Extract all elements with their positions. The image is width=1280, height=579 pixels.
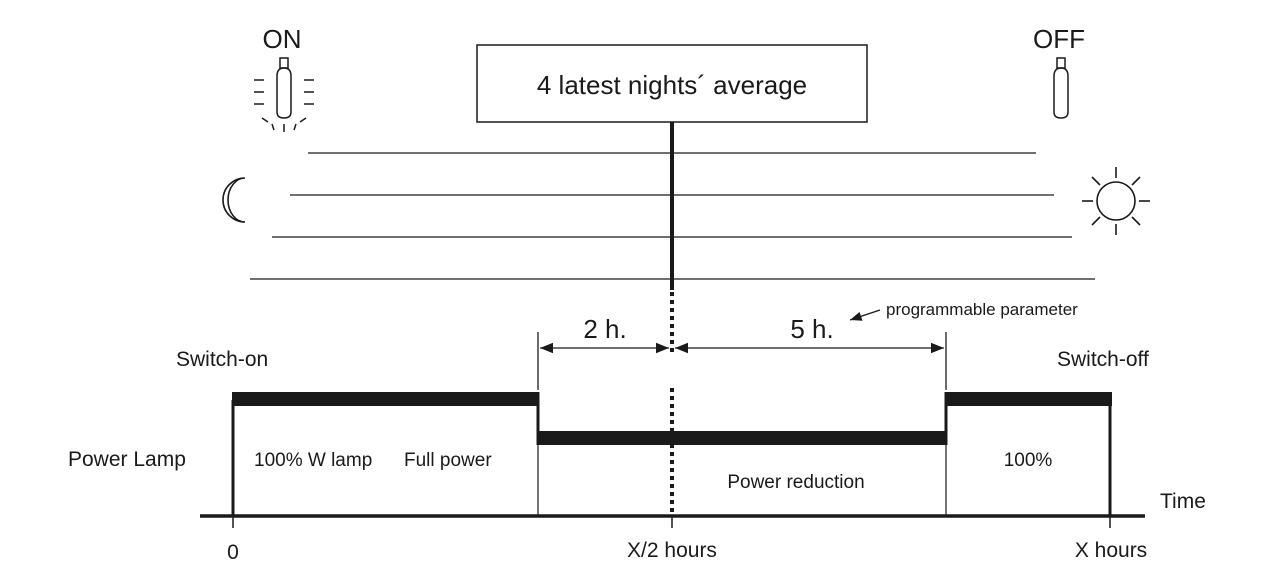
interval-before-mid-label: 2 h. (583, 314, 626, 344)
power-bar-reduced (538, 431, 946, 445)
lamp-on-label: ON (263, 24, 302, 54)
title-box-text: 4 latest nights´ average (537, 70, 807, 100)
sun-icon (1082, 167, 1150, 235)
time-axis-label: Time (1160, 490, 1206, 513)
first-segment-percent: 100% W lamp (254, 450, 372, 471)
unlit-bulb-icon (1054, 58, 1068, 118)
power-reduction-diagram: 4 latest nights´ average ON OFF (0, 0, 1280, 579)
time-end-label: X hours (1075, 539, 1147, 562)
switch-off-label: Switch-off (1057, 348, 1149, 371)
crescent-moon-icon (223, 178, 245, 222)
lamp-off-label: OFF (1033, 24, 1085, 54)
time-start-label: 0 (227, 541, 239, 564)
power-bar-full-start (232, 392, 538, 406)
switch-on-label: Switch-on (176, 348, 268, 371)
first-segment-desc: Full power (404, 450, 492, 471)
interval-after-mid-label: 5 h. (790, 314, 833, 344)
power-lamp-label: Power Lamp (68, 448, 186, 471)
power-bar-full-end (946, 392, 1112, 406)
lit-bulb-icon (254, 58, 314, 132)
annotation-text: programmable parameter (886, 300, 1078, 319)
time-mid-label: X/2 hours (627, 539, 717, 562)
middle-segment-desc: Power reduction (727, 472, 864, 493)
annotation-arrow (850, 310, 880, 320)
last-segment-percent: 100% (1004, 450, 1053, 471)
